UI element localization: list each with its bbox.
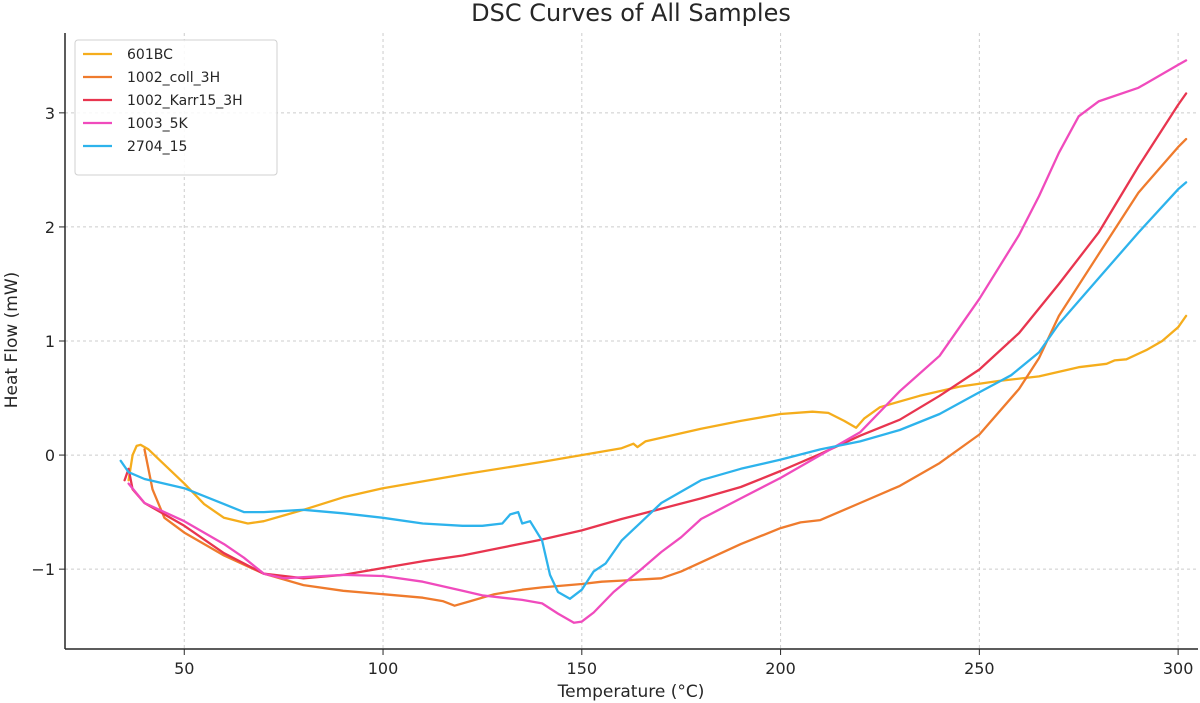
x-tick-label: 50 (174, 659, 194, 678)
series-lines (119, 59, 1188, 624)
legend-label: 601BC (127, 47, 173, 63)
axes: 50 100 150 200 250 300 −1 0 1 2 3 (31, 33, 1198, 678)
legend-frame (74, 39, 278, 176)
y-tick-label: 3 (45, 104, 55, 123)
legend-label: 1002_Karr15_3H (127, 93, 243, 109)
y-axis-label: Heat Flow (mW) (2, 272, 22, 409)
legend-label: 1003_5K (127, 116, 189, 132)
series-line-1003-5k (127, 59, 1188, 624)
legend: 601BC 1002_coll_3H 1002_Karr15_3H 1003_5K 27… (74, 39, 278, 176)
legend-label: 2704_15 (127, 139, 187, 155)
series-line-601bc (127, 314, 1188, 525)
x-tick-label: 100 (368, 659, 399, 678)
x-tick-label: 300 (1163, 659, 1194, 678)
series-line-2704-15 (119, 181, 1188, 600)
legend-label: 1002_coll_3H (127, 70, 220, 86)
x-tick-label: 250 (964, 659, 995, 678)
chart-title: DSC Curves of All Samples (471, 0, 791, 27)
series-line-1002-karr15-3h (123, 92, 1188, 580)
x-tick-label: 150 (567, 659, 598, 678)
y-tick-label: −1 (31, 560, 55, 579)
x-axis-label: Temperature (°C) (557, 682, 705, 702)
x-tick-label: 200 (765, 659, 796, 678)
y-tick-label: 1 (45, 332, 55, 351)
y-tick-label: 0 (45, 446, 55, 465)
series-line-1002-coll-3h (143, 137, 1188, 607)
y-tick-label: 2 (45, 218, 55, 237)
